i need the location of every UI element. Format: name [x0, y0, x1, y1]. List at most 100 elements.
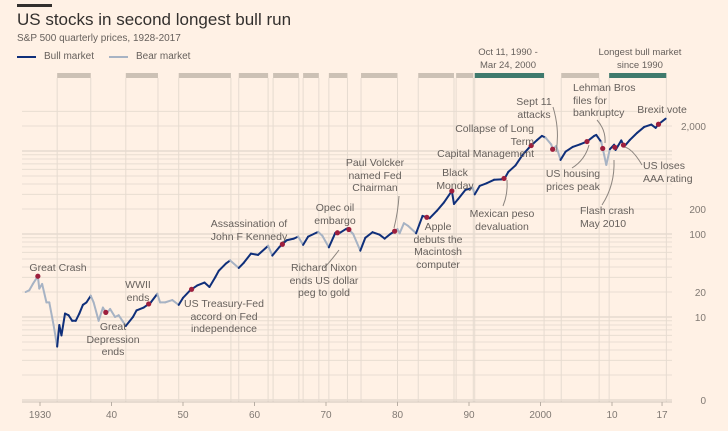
- bull-segment: [285, 237, 295, 242]
- bull-segment: [196, 281, 206, 287]
- bull-segment: [237, 261, 245, 269]
- y-tick-label: 0: [700, 396, 706, 407]
- bull-segment: [564, 145, 574, 153]
- bull-segment: [559, 150, 567, 161]
- period-bar: [273, 73, 299, 78]
- bear-segment: [164, 299, 174, 304]
- bull-segment: [415, 214, 424, 235]
- annotation-arrow: [393, 195, 400, 229]
- event-dot: [584, 138, 590, 145]
- period-bar: [474, 73, 545, 78]
- bear-segment: [97, 306, 104, 322]
- bull-segment: [473, 184, 481, 196]
- bull-segment: [208, 276, 217, 288]
- bear-segment: [605, 148, 611, 166]
- annotation-arrow: [571, 144, 590, 169]
- annotation-arrow: [323, 249, 340, 269]
- period-bar: [57, 73, 91, 78]
- bull-segment: [339, 227, 349, 234]
- x-tick-label: 2000: [529, 410, 552, 421]
- title-accent-rule: [17, 4, 52, 7]
- annotation-nixon-gold: Richard Nixon ends US dollar peg to gold: [289, 262, 359, 299]
- annotation-arrow: [623, 146, 643, 166]
- legend-label-bear: Bear market: [136, 51, 191, 62]
- period-bar: [418, 73, 454, 78]
- annotation-flash-crash: Flash crash May 2010: [580, 205, 635, 230]
- bull-segment: [428, 209, 438, 220]
- event-dot: [346, 226, 352, 233]
- bear-segment: [48, 301, 55, 327]
- event-dot: [35, 273, 41, 279]
- annotation-black-monday: Black Monday: [436, 167, 474, 192]
- event-dot: [279, 241, 285, 247]
- annotation-sept-11: Sept 11 attacks: [516, 96, 552, 121]
- bull-segment: [643, 123, 653, 128]
- bull-segment: [85, 294, 92, 304]
- bear-segment: [41, 282, 48, 304]
- y-tick-label: 2,000: [681, 122, 706, 133]
- annotation-apple-macintosh: Apple debuts the Macintosh computer: [413, 221, 463, 271]
- annotation-treasury-fed-accord: US Treasury-Fed accord on Fed independen…: [184, 298, 264, 335]
- event-dot: [600, 145, 606, 152]
- bull-segment: [135, 306, 145, 312]
- event-dot: [424, 214, 430, 220]
- annotation-lehman: Lehman Bros files for bankruptcy: [573, 82, 636, 119]
- annotation-brexit: Brexit vote: [637, 104, 687, 116]
- annotation-mexican-peso: Mexican peso devaluation: [469, 208, 535, 233]
- x-tick-label: 70: [320, 410, 332, 421]
- x-tick-label: 90: [463, 410, 475, 421]
- bull-segment: [149, 292, 159, 304]
- bull-segment: [214, 269, 220, 279]
- period-bar: [456, 73, 474, 78]
- x-tick-label: 17: [656, 410, 668, 421]
- bull-segment: [302, 235, 310, 246]
- period-bar: [361, 73, 398, 78]
- period-bar: [303, 73, 319, 78]
- period-bar: [328, 73, 348, 78]
- bull-segment: [435, 201, 445, 212]
- period-bar: [561, 73, 600, 78]
- chart-subtitle: S&P 500 quarterly prices, 1928-2017: [17, 33, 181, 44]
- bull-segment: [378, 233, 386, 240]
- bull-segment: [485, 178, 496, 185]
- x-tick-label: 1930: [29, 410, 52, 421]
- bear-segment: [297, 235, 305, 246]
- event-dot: [103, 309, 109, 315]
- y-tick-label: 100: [689, 230, 706, 241]
- annotation-arrow: [601, 159, 615, 206]
- period-bar: [238, 73, 269, 78]
- bear-segment: [352, 233, 362, 252]
- bull-segment: [535, 134, 543, 142]
- y-tick-label: 200: [689, 205, 706, 216]
- bull-segment: [628, 131, 639, 141]
- bear-segment: [398, 222, 405, 235]
- bull-segment: [327, 231, 337, 249]
- bull-segment: [307, 230, 320, 238]
- annotation-great-depression-ends: Great Depression ends: [86, 321, 140, 358]
- event-dot: [612, 144, 618, 150]
- annotation-arrow: [552, 106, 558, 153]
- bull-segment: [271, 245, 281, 257]
- bear-segment: [109, 307, 117, 318]
- annotation-arrow: [596, 119, 606, 144]
- period-bar: [125, 73, 158, 78]
- bull-segment: [177, 296, 184, 306]
- bear-segment: [229, 259, 240, 269]
- highlight-label-longest: Longest bull market since 1990: [598, 47, 682, 71]
- legend-label-bull: Bull market: [44, 51, 95, 62]
- bear-segment: [321, 234, 330, 249]
- legend-swatch-bull: [17, 55, 36, 58]
- bull-segment: [359, 236, 367, 252]
- annotation-wwii-ends: WWII ends: [125, 279, 151, 304]
- event-dot: [550, 146, 556, 152]
- event-dot: [620, 142, 627, 148]
- annotation-great-crash: Great Crash: [29, 262, 87, 274]
- bull-segment: [124, 316, 134, 327]
- annotation-ltcm: Collapse of Long Term Capital Management: [437, 123, 534, 160]
- y-tick-label: 10: [695, 313, 707, 324]
- event-dot: [449, 188, 455, 194]
- bull-segment: [521, 145, 531, 156]
- bull-segment: [478, 182, 488, 187]
- event-dot: [528, 142, 534, 149]
